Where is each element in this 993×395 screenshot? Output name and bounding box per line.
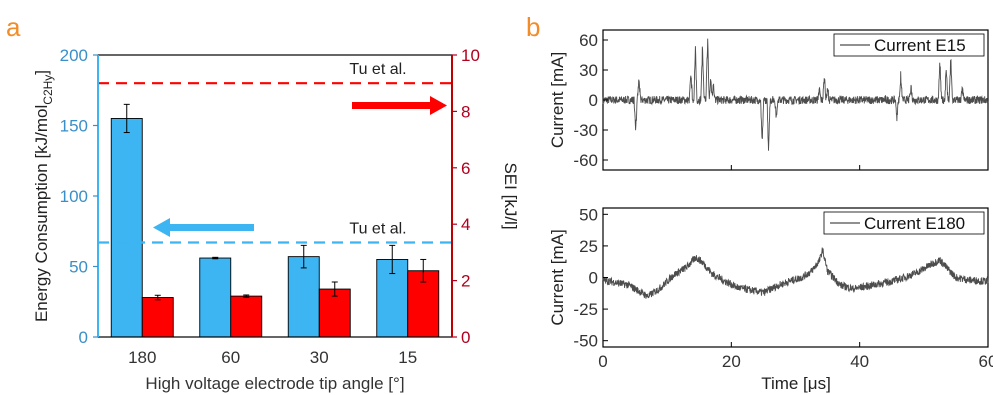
error-bar bbox=[331, 281, 338, 297]
y-tick-label: -30 bbox=[573, 121, 598, 140]
error-bar bbox=[243, 294, 250, 298]
arrow-right bbox=[352, 96, 447, 115]
x-tick-label: 60 bbox=[221, 348, 240, 367]
y-tick-label: -25 bbox=[573, 300, 598, 319]
right-tick-label: 4 bbox=[461, 215, 470, 234]
left-axis: 0 50 100 150 200 bbox=[60, 46, 99, 347]
bar-energy-30 bbox=[287, 256, 320, 338]
bars-group bbox=[110, 103, 440, 338]
error-bar bbox=[123, 103, 130, 134]
bar-sei-60 bbox=[230, 295, 263, 338]
arrow-head bbox=[153, 218, 170, 237]
arrow-shaft bbox=[352, 102, 432, 109]
x-tick-label: 60 bbox=[979, 352, 993, 371]
panel-label-a: a bbox=[6, 12, 21, 42]
right-tick-label: 10 bbox=[461, 46, 480, 65]
current-traces: 60 30 0 -30 -60 Current [mA] Current E15 50 25 0… bbox=[548, 29, 993, 393]
error-bar bbox=[154, 294, 161, 301]
error-bar bbox=[212, 256, 219, 260]
left-tick-label: 50 bbox=[69, 258, 88, 277]
bar-sei-180 bbox=[141, 297, 174, 338]
reference-label: Tu et al. bbox=[349, 221, 406, 238]
x-tick-label: 15 bbox=[398, 348, 417, 367]
right-axis-label: SEI [kJ/l] bbox=[501, 162, 520, 229]
y-tick-label: -50 bbox=[573, 332, 598, 351]
x-tick-label: 180 bbox=[128, 348, 156, 367]
right-tick-label: 2 bbox=[461, 272, 470, 291]
left-tick-label: 200 bbox=[60, 46, 88, 65]
bar-energy-60 bbox=[199, 257, 232, 338]
y-tick-label: 30 bbox=[579, 61, 598, 80]
subplot-current-e15: 60 30 0 -30 -60 Current [mA] Current E15 bbox=[548, 29, 989, 171]
left-tick-label: 0 bbox=[79, 328, 88, 347]
legend-box bbox=[823, 211, 985, 235]
arrow-head bbox=[430, 96, 447, 115]
legend-label: Current E15 bbox=[874, 36, 966, 55]
current-trace bbox=[602, 38, 989, 151]
y-tick-label: 50 bbox=[579, 205, 598, 224]
legend-box bbox=[833, 33, 985, 57]
error-bar bbox=[300, 244, 307, 269]
arrow-shaft bbox=[168, 224, 254, 231]
y-tick-label: -60 bbox=[573, 151, 598, 170]
x-tick-label: 0 bbox=[598, 352, 607, 371]
legend-label: Current E180 bbox=[864, 214, 965, 233]
x-tick-label: 20 bbox=[722, 352, 741, 371]
time-axis-label: Time [μs] bbox=[761, 374, 831, 393]
right-tick-label: 0 bbox=[461, 328, 470, 347]
reference-label: Tu et al. bbox=[349, 61, 406, 78]
legend: Current E180 bbox=[823, 211, 985, 235]
error-bar bbox=[389, 244, 396, 275]
error-bar bbox=[420, 258, 427, 283]
x-axis-label: High voltage electrode tip angle [°] bbox=[145, 374, 404, 393]
panel-label-b: b bbox=[526, 12, 540, 42]
reference-lines: Tu et al. Tu et al. bbox=[98, 61, 452, 244]
left-axis-label: Energy Consumption [kJ/molC2Hy] bbox=[32, 70, 55, 322]
right-tick-label: 8 bbox=[461, 102, 470, 121]
subplot-current-e180: 50 25 0 -25 -50 Current [mA] 0 20 40 60 Current E1… bbox=[548, 205, 993, 371]
y-tick-label: 60 bbox=[579, 31, 598, 50]
y-axis-label: Current [mA] bbox=[548, 52, 567, 148]
right-tick-label: 6 bbox=[461, 159, 470, 178]
left-tick-label: 150 bbox=[60, 117, 88, 136]
x-tick-label: 30 bbox=[310, 348, 329, 367]
y-tick-label: 25 bbox=[579, 237, 598, 256]
y-axis-label: Current [mA] bbox=[548, 229, 567, 325]
current-trace bbox=[602, 247, 989, 299]
arrow-left bbox=[153, 218, 254, 237]
x-tick-labels: 180 60 30 15 bbox=[128, 348, 417, 367]
y-tick-label: 0 bbox=[589, 91, 598, 110]
right-axis: 0 2 4 6 8 10 bbox=[451, 46, 480, 347]
left-tick-label: 100 bbox=[60, 187, 88, 206]
legend: Current E15 bbox=[833, 33, 985, 57]
x-tick-label: 40 bbox=[850, 352, 869, 371]
y-tick-label: 0 bbox=[589, 269, 598, 288]
bar-energy-180 bbox=[110, 117, 143, 338]
